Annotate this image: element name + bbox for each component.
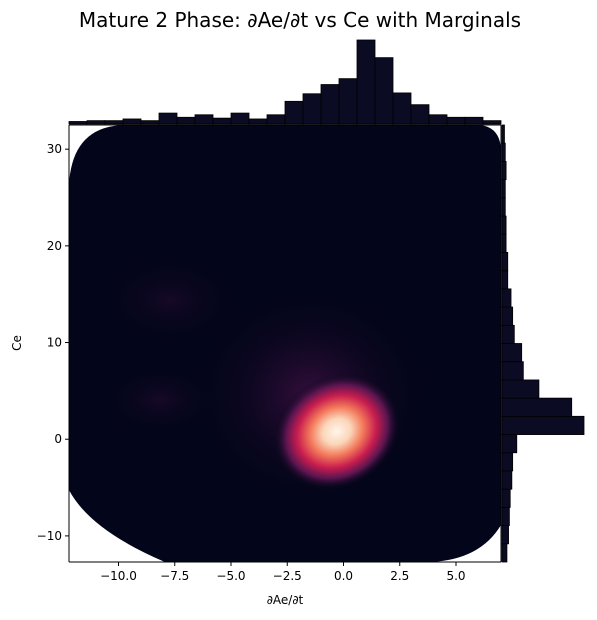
y-tick-label: 20 xyxy=(47,239,62,253)
y-hist-bar xyxy=(501,506,510,526)
y-hist-bar xyxy=(501,343,523,363)
x-tick-label: 2.5 xyxy=(390,569,409,583)
y-hist-bar xyxy=(501,397,573,417)
x-axis-label: ∂Ae/∂t xyxy=(267,593,304,607)
y-hist-bar xyxy=(501,470,513,490)
y-hist-bar xyxy=(501,324,515,344)
y-hist-bar xyxy=(501,197,506,217)
y-axis-label: Ce xyxy=(10,335,24,351)
y-hist-bar xyxy=(501,361,524,381)
y-hist-bar xyxy=(501,488,511,508)
x-hist-bar xyxy=(356,39,376,125)
x-hist-bar xyxy=(374,57,394,125)
density-faint-lobe-upper xyxy=(100,255,240,345)
x-hist-bar xyxy=(104,120,124,125)
y-hist-bar xyxy=(501,233,507,253)
x-axis: −10.0 −7.5 −5.0 −2.5 0.0 2.5 5.0 xyxy=(100,562,466,583)
y-hist-bar xyxy=(501,215,507,235)
y-hist-bar xyxy=(501,452,514,472)
x-marginal-histogram xyxy=(68,39,502,125)
y-hist-bar xyxy=(501,252,509,272)
x-hist-bar xyxy=(338,78,358,125)
y-hist-bar xyxy=(501,124,505,144)
y-hist-bar xyxy=(501,306,514,326)
y-hist-bar xyxy=(501,288,512,308)
x-hist-bar xyxy=(248,118,268,125)
x-hist-bar xyxy=(266,114,286,125)
density-plot-area xyxy=(69,125,501,562)
density-peak xyxy=(273,372,401,491)
x-tick-label: −7.5 xyxy=(160,569,189,583)
y-hist-bar xyxy=(501,161,507,181)
x-hist-bar xyxy=(68,121,88,125)
density-faint-lobe-left xyxy=(100,365,220,435)
y-tick-label: 10 xyxy=(47,336,62,350)
x-hist-bar xyxy=(194,114,214,125)
x-hist-bar xyxy=(284,100,304,125)
chart-title: Mature 2 Phase: ∂Ae/∂t vs Ce with Margin… xyxy=(79,8,521,32)
y-tick-label: 0 xyxy=(54,432,62,446)
y-hist-bar xyxy=(501,142,506,162)
y-hist-bar xyxy=(501,434,518,454)
y-hist-bar xyxy=(501,543,508,563)
y-marginal-histogram xyxy=(501,124,585,563)
x-hist-bar xyxy=(230,112,250,125)
x-hist-bar xyxy=(122,118,142,125)
x-hist-bar xyxy=(392,92,412,125)
x-hist-bar xyxy=(428,114,448,125)
x-hist-bar xyxy=(176,116,196,125)
x-hist-bar xyxy=(410,104,430,125)
y-hist-bar xyxy=(501,179,506,199)
y-hist-bar xyxy=(501,525,509,545)
y-hist-bar xyxy=(501,270,509,290)
x-hist-bar xyxy=(212,117,232,125)
y-axis: −10 0 10 20 30 xyxy=(37,142,69,543)
x-tick-label: 5.0 xyxy=(446,569,465,583)
y-hist-bar xyxy=(501,379,540,399)
y-tick-label: −10 xyxy=(37,529,62,543)
x-tick-label: −5.0 xyxy=(216,569,245,583)
x-hist-bar xyxy=(320,84,340,125)
x-hist-bar xyxy=(446,116,466,125)
x-hist-bar xyxy=(158,112,178,125)
x-tick-label: 0.0 xyxy=(334,569,353,583)
x-tick-label: −10.0 xyxy=(100,569,137,583)
x-hist-bar xyxy=(302,93,322,125)
y-hist-bar xyxy=(501,415,585,435)
x-hist-bar xyxy=(86,120,106,125)
y-tick-label: 30 xyxy=(47,142,62,156)
x-hist-bar xyxy=(464,116,484,125)
x-hist-bar xyxy=(140,120,160,125)
x-hist-bar xyxy=(482,120,502,125)
x-tick-label: −2.5 xyxy=(273,569,302,583)
